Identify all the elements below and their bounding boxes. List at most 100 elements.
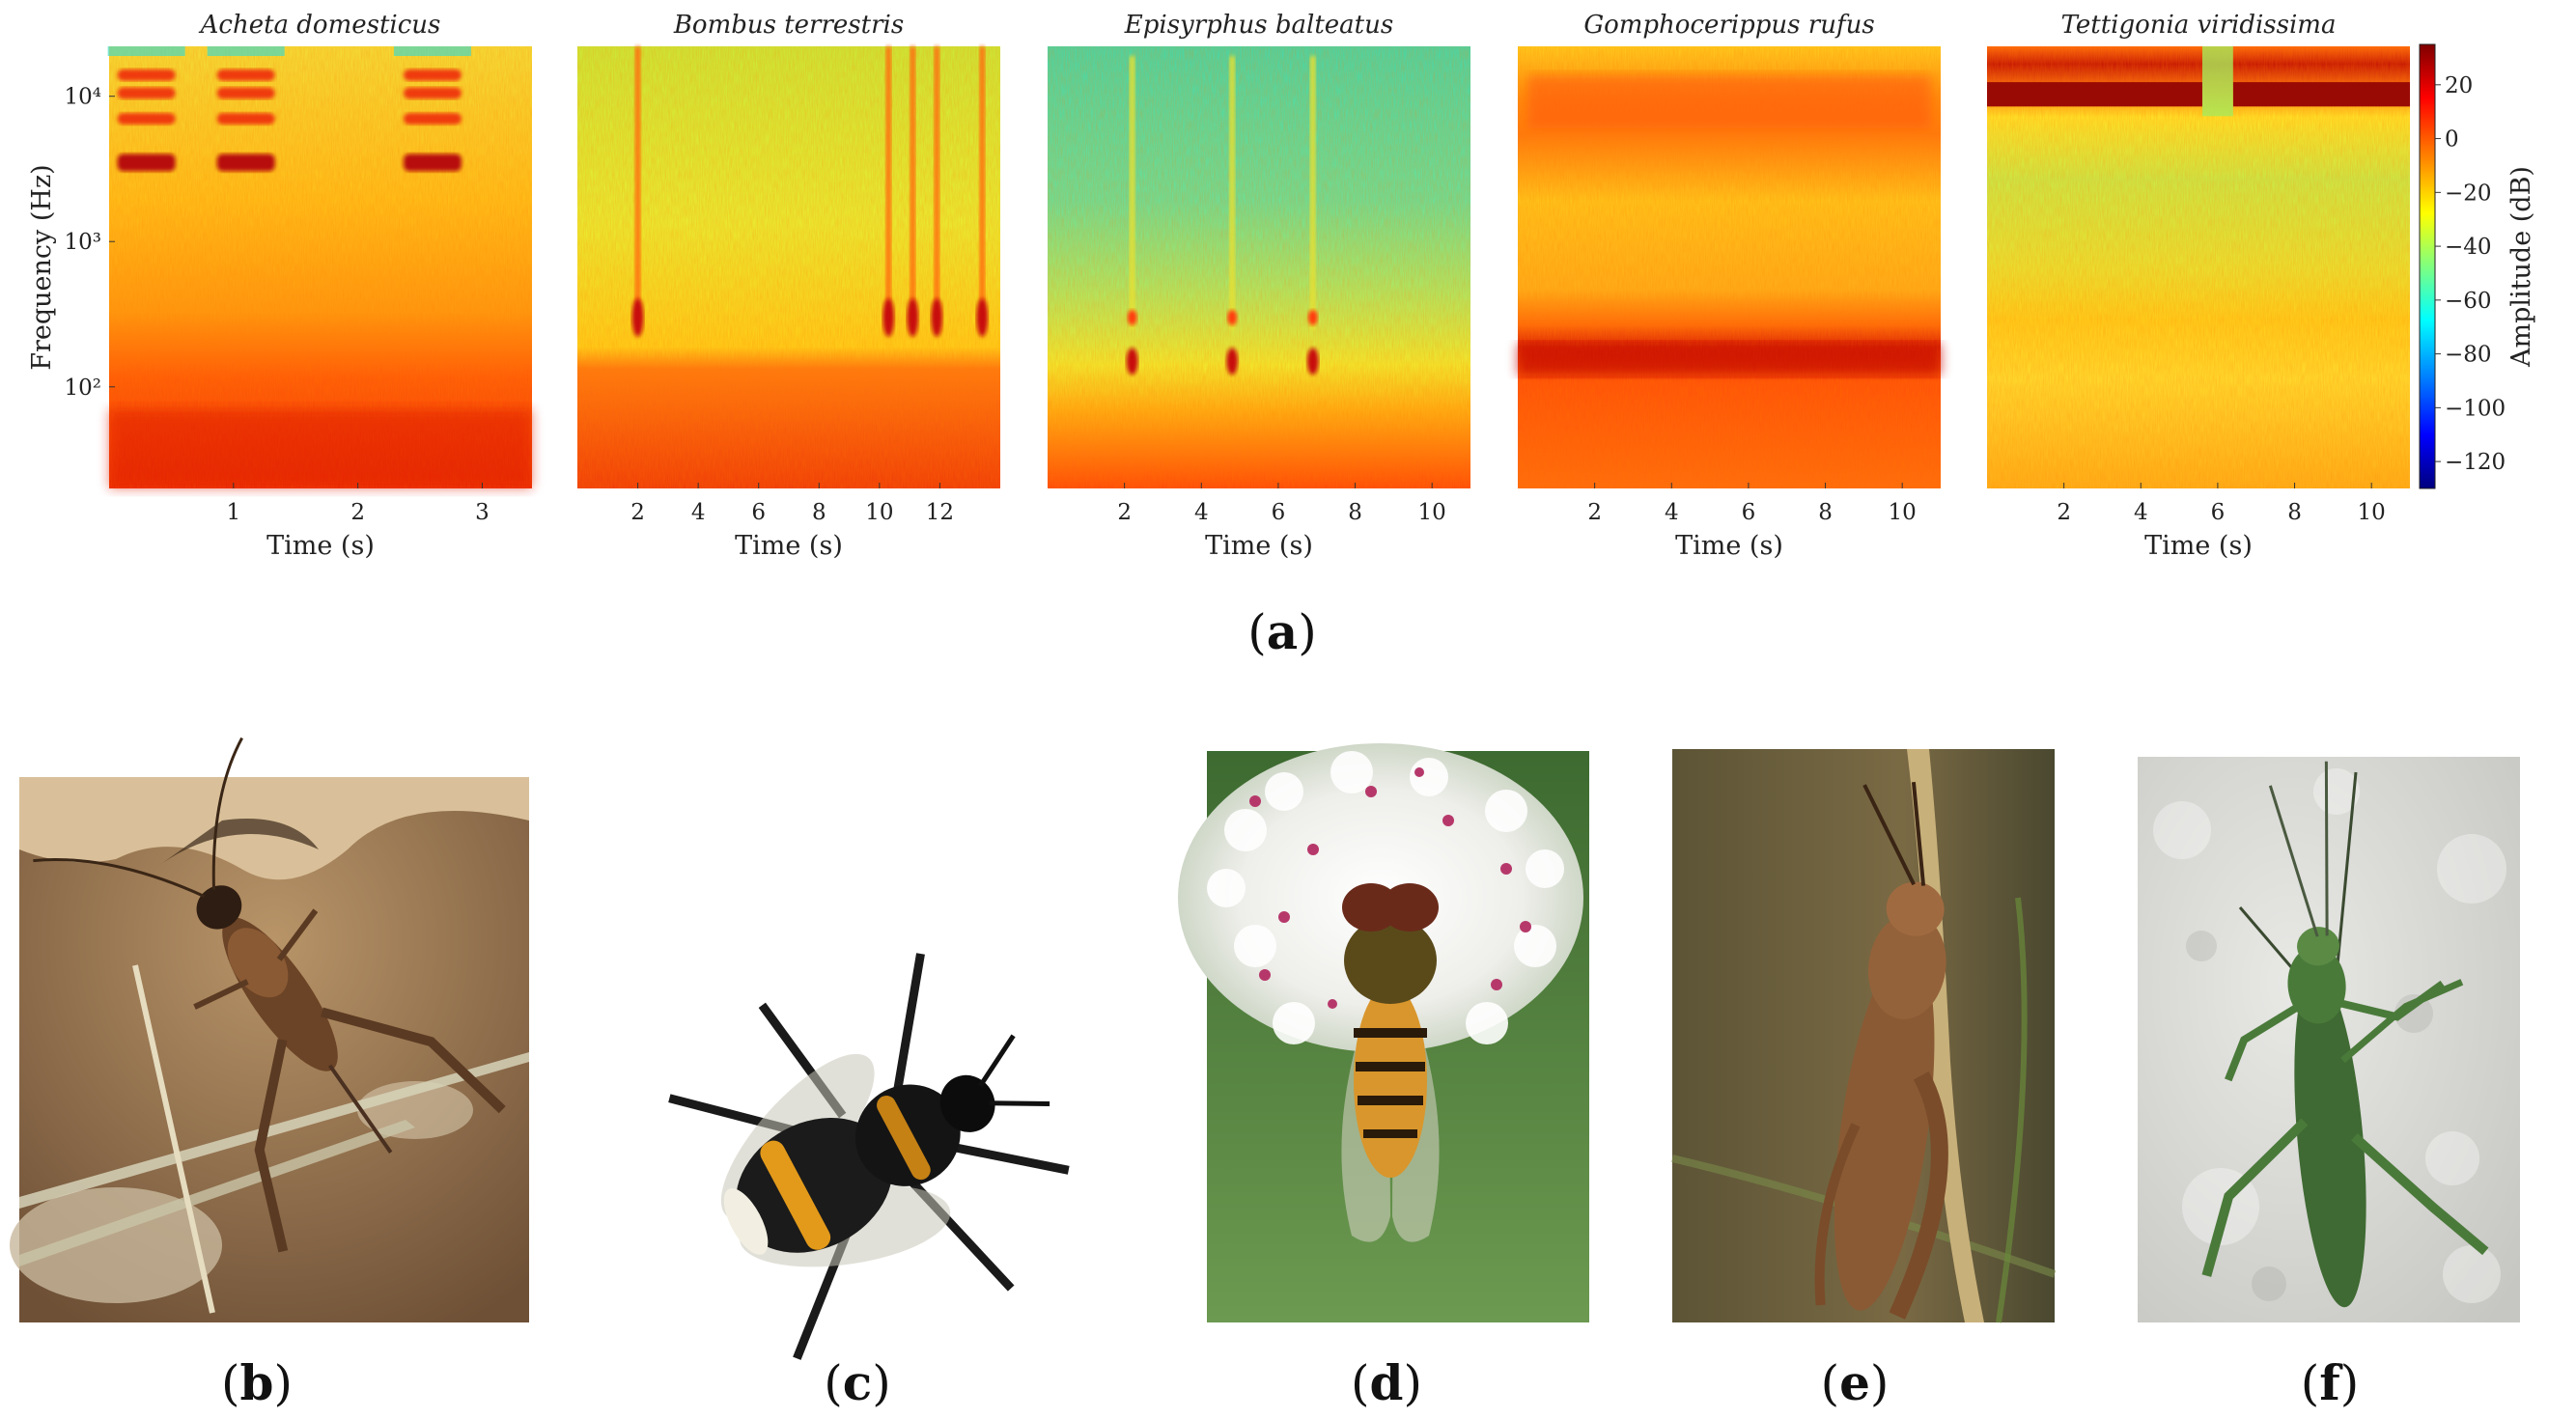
x-tick-label: 6	[751, 500, 766, 525]
x-tick-label: 4	[2134, 500, 2148, 525]
transient-peak	[882, 297, 895, 337]
spectrogram-title: Acheta domesticus	[199, 11, 441, 40]
x-tick-label: 6	[2211, 500, 2226, 525]
cricket-photo	[10, 737, 529, 1322]
song-band-left	[1987, 82, 2202, 107]
photo-label: (d)	[1351, 1354, 1422, 1411]
colorbar-gradient	[2419, 43, 2436, 489]
x-tick-label: 10	[1418, 500, 1446, 525]
spectrogram-panel-5: Tettigonia viridissima 2 4 6 8 10 Time (s)	[1987, 11, 2410, 561]
panel-a-label: (a)	[1247, 603, 1316, 660]
transient-line	[934, 46, 940, 320]
x-tick-label: 2	[350, 500, 365, 525]
y-tick-label: 10²	[65, 376, 102, 401]
spectrogram-title: Episyrphus balteatus	[1124, 11, 1393, 40]
photo-label: (f)	[2301, 1354, 2360, 1411]
spectrogram-texture	[1987, 46, 2410, 488]
bushcricket-photo	[2138, 757, 2520, 1322]
x-tick-label: 3	[475, 500, 490, 525]
x-tick-label: 4	[1665, 500, 1679, 525]
colorbar-ticks: 20 0 −20 −40 −60 −80 −100 −120	[2435, 73, 2506, 475]
transient-line	[910, 46, 916, 320]
chirp-top	[393, 46, 471, 56]
chirp-top	[107, 46, 185, 56]
transient-line	[979, 46, 986, 320]
x-axis-label: Time (s)	[266, 531, 375, 561]
x-tick-label: 8	[1348, 500, 1362, 525]
x-tick-label: 1	[227, 500, 241, 525]
chirp-harmonic	[403, 69, 462, 81]
transient-peak2	[1127, 309, 1137, 325]
transient-line	[634, 46, 641, 320]
transient-line	[1309, 56, 1316, 330]
x-tick-label: 8	[812, 500, 826, 525]
x-tick-label: 10	[1889, 500, 1917, 525]
chirp-harmonic	[216, 113, 275, 125]
low-band	[109, 409, 532, 488]
chirp-harmonic	[403, 87, 462, 99]
x-tick-label: 6	[1742, 500, 1756, 525]
spectrogram-texture	[1048, 46, 1470, 488]
x-tick-label: 4	[691, 500, 706, 525]
chirp-harmonic	[117, 113, 176, 125]
x-axis-label: Time (s)	[1205, 531, 1313, 561]
x-tick-label: 2	[1587, 500, 1602, 525]
chirp-harmonic	[216, 69, 275, 81]
transient-peak	[631, 297, 644, 337]
spectrogram-panel-4: Gomphocerippus rufus 2 4 6 8 10 Time (s)	[1518, 11, 1941, 561]
spectrogram-texture	[577, 46, 1000, 488]
chirp-harmonic	[117, 153, 176, 172]
spectrogram-title: Bombus terrestris	[673, 11, 904, 40]
x-axis-label: Time (s)	[735, 531, 843, 561]
song-band-right	[2232, 82, 2410, 107]
y-tick-label: 10³	[65, 230, 102, 255]
spectrogram-panel-1: Acheta domesticus 1 2 3 Time (s) 10² 10³ 10⁴ Fre…	[27, 11, 532, 561]
x-axis-label: Time (s)	[1675, 531, 1783, 561]
transient-peak2	[1307, 309, 1318, 325]
x-tick-label: 10	[2358, 500, 2386, 525]
x-tick-label: 8	[2287, 500, 2302, 525]
x-axis-label: Time (s)	[2144, 531, 2253, 561]
chirp-harmonic	[216, 153, 275, 172]
transient-peak	[1306, 348, 1319, 376]
grasshopper-photo	[1671, 749, 2057, 1323]
x-tick-label: 12	[926, 500, 954, 525]
transient-peak	[976, 297, 989, 337]
chirp-harmonic	[403, 153, 462, 172]
x-tick-label: 2	[1117, 500, 1132, 525]
colorbar-tick-label: −100	[2445, 396, 2506, 421]
chirp-harmonic	[117, 87, 176, 99]
chirp-harmonic	[117, 69, 176, 81]
transient-peak	[1126, 348, 1138, 376]
transient-line	[1229, 56, 1236, 330]
photo-label: (c)	[824, 1354, 890, 1411]
colorbar-tick-label: −120	[2445, 450, 2506, 475]
photo-label: (b)	[221, 1354, 293, 1411]
photo-label: (e)	[1821, 1354, 1890, 1411]
x-tick-label: 10	[865, 500, 893, 525]
panel-a-letter: a	[1267, 603, 1298, 660]
colorbar-tick-label: −60	[2445, 289, 2492, 314]
colorbar-tick-label: 20	[2445, 73, 2473, 98]
colorbar: 20 0 −20 −40 −60 −80 −100 −120 Amplitude (dB)	[2419, 43, 2536, 489]
transient-line	[885, 46, 892, 320]
transient-peak	[931, 297, 943, 337]
high-band	[1527, 74, 1931, 129]
x-tick-label: 6	[1272, 500, 1286, 525]
y-axis-label: Frequency (Hz)	[27, 164, 57, 370]
spectrogram-panel-2: Bombus terrestris 2 4 6 8 10 12 Time (s)	[577, 11, 1000, 561]
y-tick-label: 10⁴	[65, 85, 102, 110]
colorbar-tick-label: 0	[2445, 127, 2459, 153]
transient-peak	[1226, 348, 1239, 376]
chirp-top	[207, 46, 285, 56]
colorbar-tick-label: −40	[2445, 235, 2492, 260]
transient-peak	[907, 297, 919, 337]
spectrogram-title: Tettigonia viridissima	[2061, 11, 2337, 40]
spectrogram-panel-3: Episyrphus balteatus 2 4 6 8 10 Time (s)	[1048, 11, 1470, 561]
hoverfly-photo	[1178, 743, 1589, 1322]
colorbar-label: Amplitude (dB)	[2506, 166, 2536, 368]
x-tick-label: 2	[630, 500, 645, 525]
transient-peak2	[1227, 309, 1238, 325]
